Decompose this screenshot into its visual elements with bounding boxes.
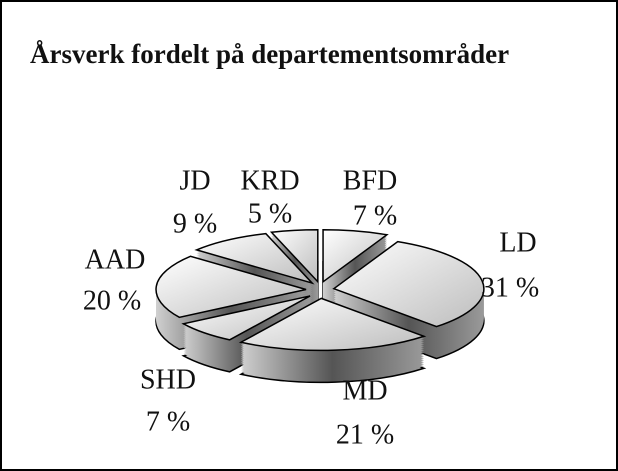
slice-label: KRD [240, 165, 299, 196]
chart-title: Årsverk fordelt på departementsområder [30, 39, 509, 69]
slice-value-label: 21 % [336, 419, 394, 450]
slice-top [181, 295, 311, 341]
slice-value-label: 9 % [173, 208, 217, 239]
slice-label: BFD [343, 165, 397, 196]
slice-top [332, 240, 485, 328]
slice-label: JD [179, 165, 210, 196]
slice-value-label: 20 % [83, 285, 141, 316]
slice-top [155, 255, 307, 319]
slice-top [194, 232, 315, 285]
pie-slice [332, 240, 485, 360]
slice-value-label: 31 % [481, 272, 539, 303]
slice-value-label: 7 % [146, 406, 190, 437]
slice-label: AAD [85, 244, 146, 275]
slice-value-label: 7 % [353, 200, 397, 231]
slice-label: MD [342, 375, 387, 406]
slice-top [269, 228, 319, 284]
slice-top [238, 297, 427, 352]
slice-top [322, 229, 389, 284]
slice-label: LD [499, 227, 536, 258]
pie-slice [238, 297, 427, 384]
slice-value-label: 5 % [248, 198, 292, 229]
slice-label: SHD [140, 364, 196, 395]
